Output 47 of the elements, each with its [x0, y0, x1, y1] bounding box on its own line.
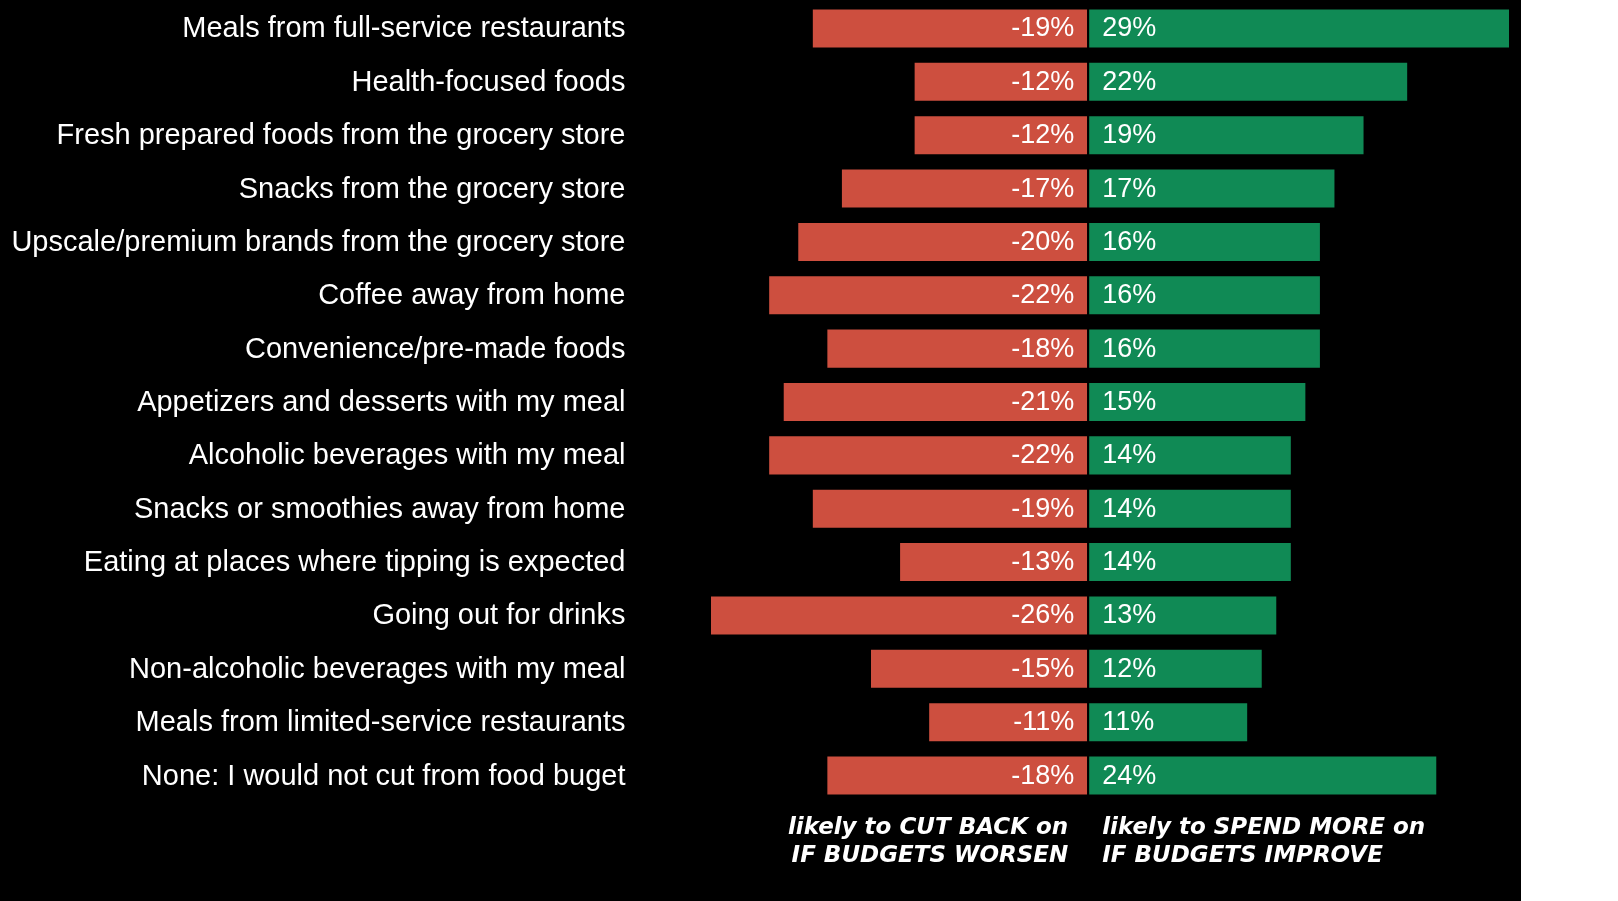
- data-label: -18%: [1011, 759, 1075, 790]
- data-label: -12%: [1011, 119, 1075, 150]
- data-label: 12%: [1102, 652, 1157, 683]
- y-tick-label: Meals from limited-service restaurants: [135, 705, 626, 738]
- data-label: -21%: [1011, 386, 1075, 416]
- series-label: likely to CUT BACK on IF BUDGETS WORSEN: [787, 813, 1069, 867]
- data-label: -20%: [1011, 225, 1075, 256]
- y-tick-label: Snacks from the grocery store: [238, 171, 626, 204]
- y-tick-label: Health-focused foods: [351, 64, 626, 97]
- data-label: 22%: [1102, 65, 1157, 96]
- data-label: -19%: [1011, 492, 1075, 523]
- data-label: -19%: [1011, 12, 1075, 43]
- data-label: 17%: [1102, 172, 1157, 203]
- data-label: 19%: [1102, 119, 1157, 150]
- data-label: 14%: [1102, 546, 1157, 577]
- y-tick-label: Snacks or smoothies away from home: [133, 491, 626, 524]
- data-label: 14%: [1102, 439, 1157, 470]
- data-label: 11%: [1102, 706, 1155, 737]
- data-label: -18%: [1011, 332, 1075, 363]
- y-tick-label: Upscale/premium brands from the grocery store: [11, 224, 626, 257]
- data-label: 16%: [1102, 279, 1157, 310]
- data-label: 13%: [1102, 599, 1157, 630]
- data-label: -11%: [1013, 706, 1075, 737]
- y-tick-label: Appetizers and desserts with my meal: [137, 385, 626, 417]
- y-tick-label: Going out for drinks: [372, 598, 626, 631]
- data-label: -13%: [1011, 546, 1075, 577]
- data-label: -17%: [1011, 172, 1075, 203]
- y-tick-label: Eating at places where tipping is expected: [83, 545, 626, 578]
- data-label: 15%: [1102, 386, 1157, 416]
- data-label: -26%: [1011, 599, 1075, 630]
- y-tick-label: Non-alcoholic beverages with my meal: [129, 651, 626, 684]
- data-label: 16%: [1102, 225, 1157, 256]
- data-label: 24%: [1102, 759, 1157, 790]
- series-label: likely to SPEND MORE on IF BUDGETS IMPROVE: [1102, 813, 1426, 867]
- data-label: -12%: [1011, 65, 1075, 96]
- data-label: -22%: [1011, 279, 1075, 310]
- y-tick-label: Fresh prepared foods from the grocery store: [56, 118, 626, 151]
- data-label: -22%: [1011, 439, 1075, 470]
- y-tick-label: Alcoholic beverages with my meal: [188, 438, 626, 471]
- data-label: 16%: [1102, 332, 1157, 363]
- data-label: 14%: [1102, 492, 1157, 523]
- data-label: -15%: [1011, 652, 1075, 683]
- y-tick-label: Convenience/pre-made foods: [245, 331, 626, 364]
- y-tick-label: Meals from full-service restaurants: [182, 11, 626, 44]
- y-tick-label: Coffee away from home: [318, 278, 626, 311]
- data-label: 29%: [1102, 12, 1157, 43]
- y-tick-label: None: I would not cut from food buget: [141, 758, 626, 791]
